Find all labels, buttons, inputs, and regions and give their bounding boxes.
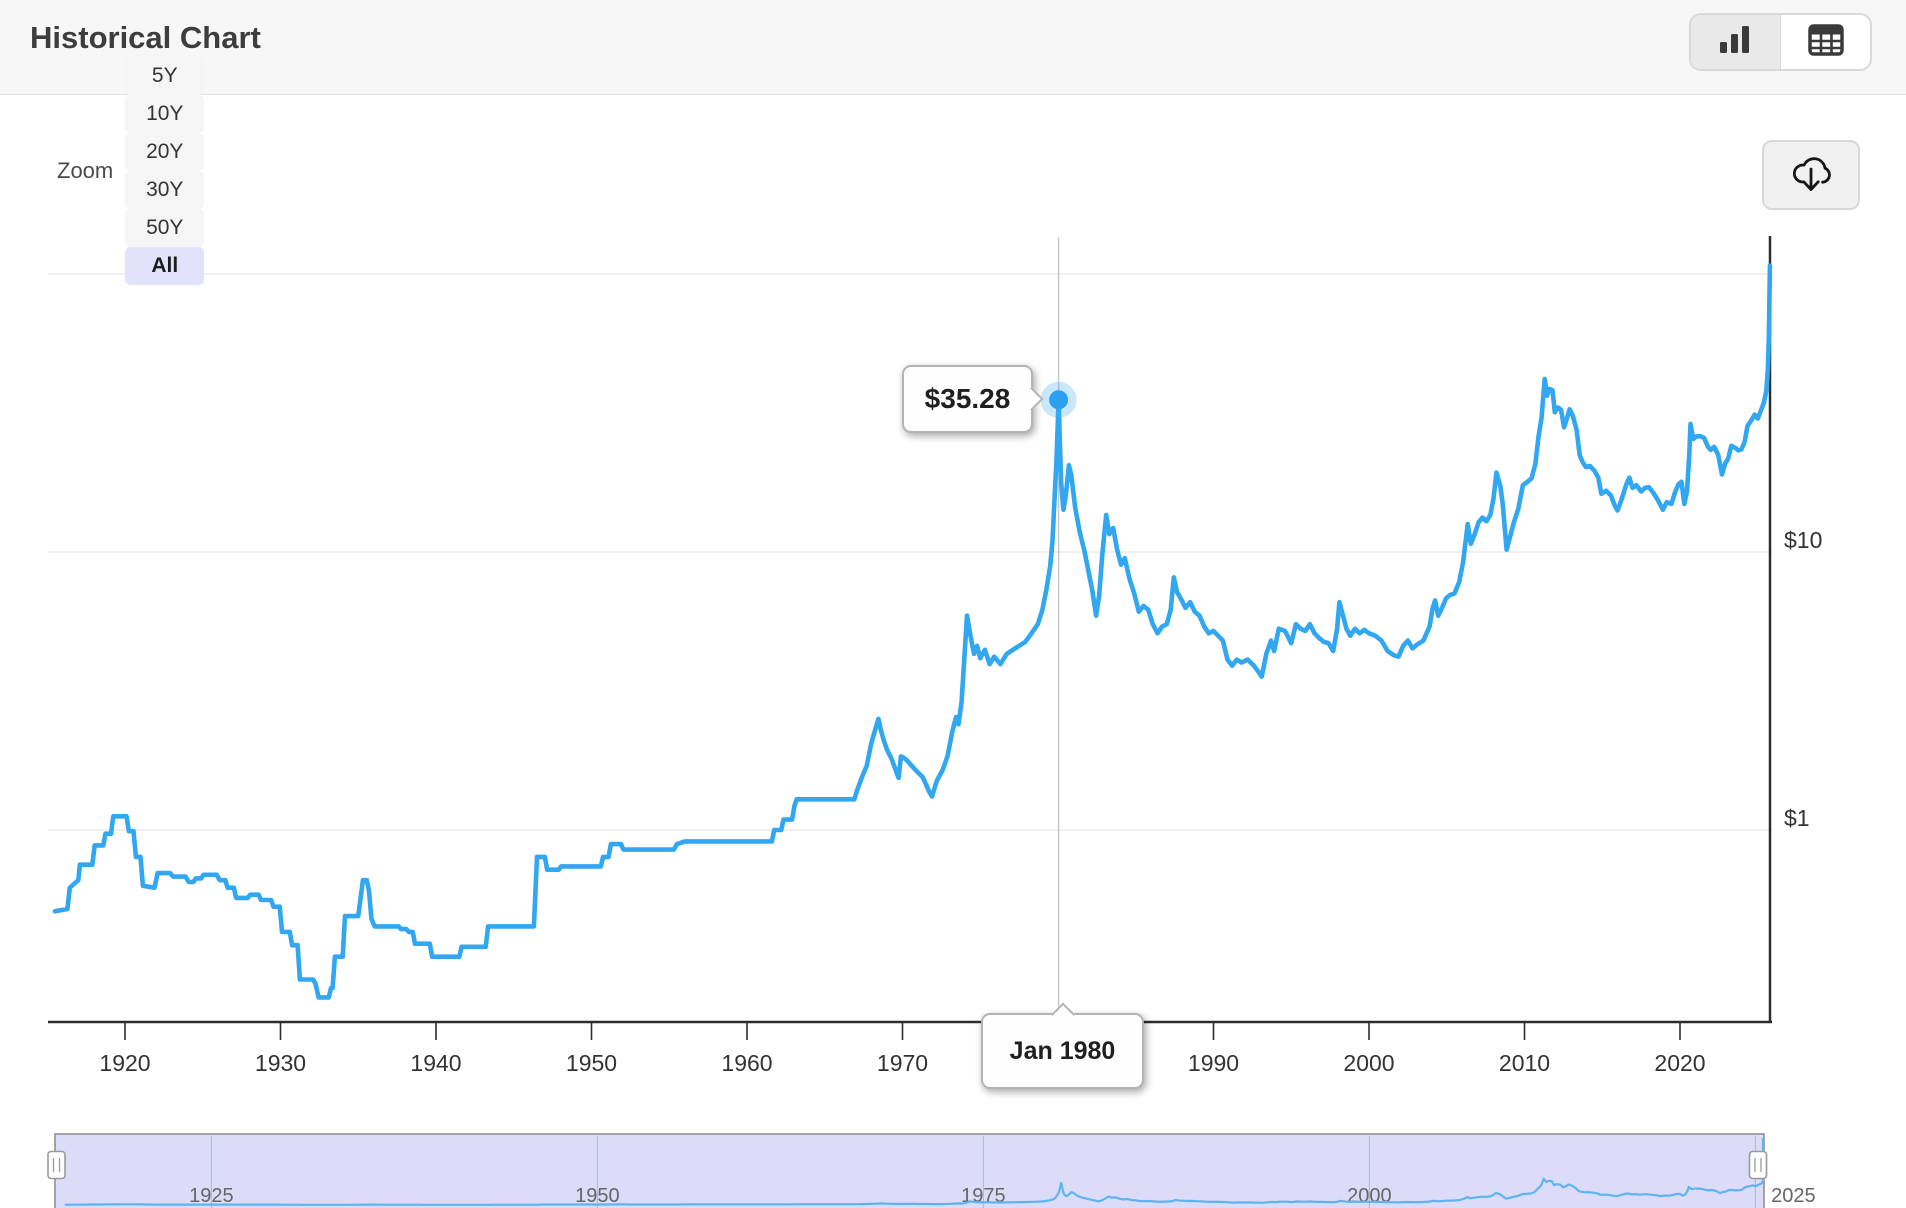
x-axis-label: 1960 [721,1050,772,1076]
view-toggle [1689,13,1872,71]
range-button-10y[interactable]: 10Y [125,95,205,133]
navigator-label: 1975 [961,1185,1006,1207]
navigator-label: 2000 [1347,1185,1392,1207]
x-axis-label: 1940 [410,1050,461,1076]
range-button-all[interactable]: All [125,247,205,285]
navigator-series [64,1137,1765,1206]
x-axis-label: 1930 [255,1050,306,1076]
cloud-download-icon [1787,152,1835,199]
range-button-5y[interactable]: 5Y [125,57,205,95]
price-tooltip: $35.28 [902,365,1044,433]
table-view-button[interactable] [1781,15,1870,69]
range-button-30y[interactable]: 30Y [125,171,205,209]
x-axis-label: 2010 [1499,1050,1550,1076]
price-line-series[interactable] [52,263,1773,1000]
x-axis-label: 2000 [1343,1050,1394,1076]
range-button-group: 5Y 10Y 20Y 30Y 50Y All [125,57,214,285]
zoom-label: Zoom [57,158,114,183]
navigator-right-handle[interactable] [1748,1150,1768,1180]
chart-view-button[interactable] [1691,15,1781,69]
zoom-controls: Zoom 5Y 10Y 20Y 30Y 50Y All [57,57,214,285]
x-axis-label: 2020 [1654,1050,1705,1076]
x-axis-label: 1970 [877,1050,928,1076]
download-button[interactable] [1762,140,1860,210]
date-tooltip-value: Jan 1980 [1009,1036,1116,1065]
navigator-label: 2025 [1771,1185,1816,1207]
hover-point-marker [1049,390,1069,410]
x-axis-label: 1920 [99,1050,150,1076]
x-axis-label: 1990 [1188,1050,1239,1076]
date-tooltip: Jan 1980 [981,1002,1144,1089]
table-icon [1807,23,1844,61]
header-bar: Historical Chart [0,0,1906,95]
range-button-20y[interactable]: 20Y [125,133,205,171]
navigator-label: 1950 [575,1185,620,1207]
navigator-label: 1925 [189,1185,234,1207]
range-button-50y[interactable]: 50Y [125,209,205,247]
navigator-track[interactable] [54,1133,1765,1208]
bar-chart-icon [1719,25,1752,60]
navigator-left-handle[interactable] [47,1150,66,1180]
x-axis-label: 1950 [566,1050,617,1076]
page-title: Historical Chart [30,20,261,55]
y-axis-label: $10 [1784,527,1822,553]
y-axis-label: $1 [1784,805,1810,831]
price-tooltip-value: $35.28 [924,383,1011,414]
